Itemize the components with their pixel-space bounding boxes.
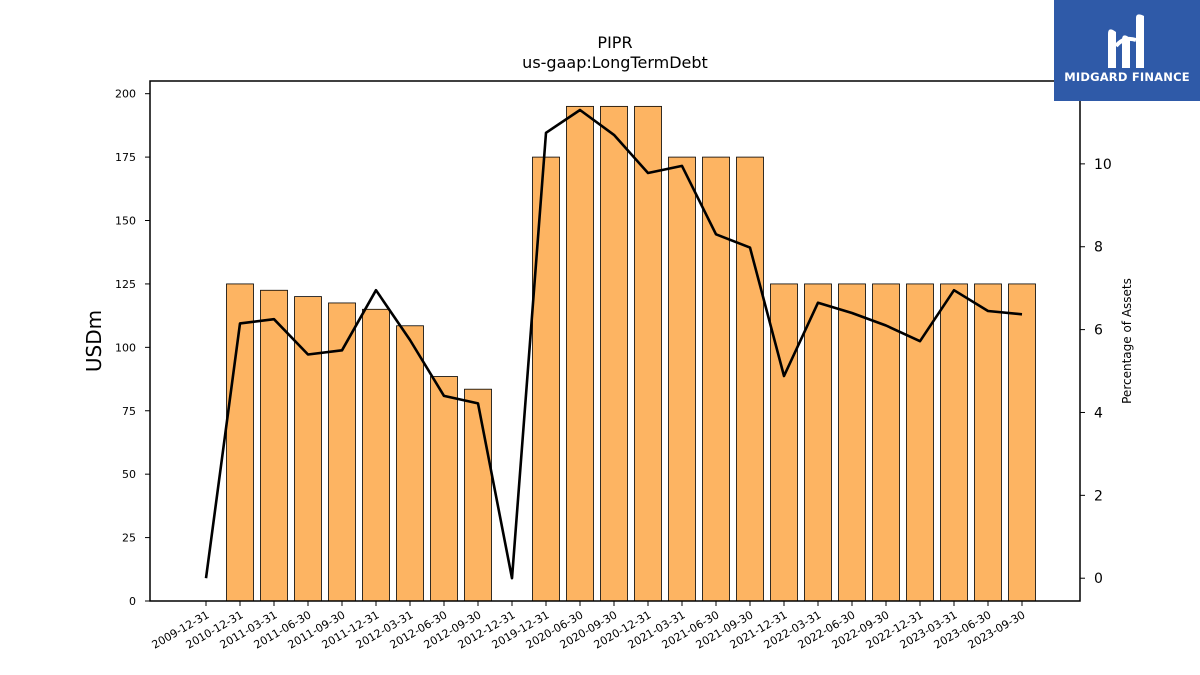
bar-2023-09-30 <box>1008 283 1036 602</box>
plot-frame <box>149 80 1081 602</box>
brand-logo: MIDGARD FINANCE <box>1054 0 1200 101</box>
bar-2022-06-30 <box>838 283 866 602</box>
percentage-line <box>204 108 1023 580</box>
y2-tick-label: 6 <box>1094 323 1103 339</box>
bar-2021-12-31 <box>770 283 798 602</box>
bar-2011-06-30 <box>294 296 322 602</box>
y-axis-label-left: USDm <box>82 310 106 372</box>
y2-tick-label: 10 <box>1094 157 1112 173</box>
line-layer <box>204 108 1023 580</box>
bar-2010-12-31 <box>226 283 254 602</box>
bar-2023-03-31 <box>940 283 968 602</box>
bar-2022-12-31 <box>906 283 934 602</box>
bar-2011-03-31 <box>260 289 288 602</box>
y-tick-label: 150 <box>115 215 136 228</box>
bar-2012-06-30 <box>430 376 458 602</box>
logo-text: MIDGARD FINANCE <box>1064 70 1190 84</box>
y2-tick-label: 4 <box>1094 405 1103 421</box>
y2-tick-label: 8 <box>1094 240 1103 256</box>
bar-2019-12-31 <box>532 156 560 602</box>
logo-mark-icon <box>1108 14 1144 68</box>
bar-2011-09-30 <box>328 302 356 602</box>
y-tick-label: 50 <box>122 468 136 481</box>
chart-subtitle: us-gaap:LongTermDebt <box>522 53 708 72</box>
bar-2022-09-30 <box>872 283 900 602</box>
bar-2011-12-31 <box>362 308 390 602</box>
chart-title: PIPR <box>597 33 632 52</box>
bar-2012-09-30 <box>464 388 492 602</box>
bar-2020-12-31 <box>634 105 662 602</box>
bar-2020-09-30 <box>600 105 628 602</box>
bar-2021-09-30 <box>736 156 764 602</box>
y-tick-label: 100 <box>115 341 136 354</box>
bar-2021-06-30 <box>702 156 730 602</box>
bar-2022-03-31 <box>804 283 832 602</box>
bar-2012-03-31 <box>396 325 424 602</box>
bar-2021-03-31 <box>668 156 696 602</box>
y-tick-label: 75 <box>122 405 136 418</box>
y-tick-label: 125 <box>115 278 136 291</box>
y2-tick-label: 0 <box>1094 571 1103 587</box>
bars-layer <box>226 105 1036 602</box>
y-tick-label: 25 <box>122 532 136 545</box>
y2-tick-label: 2 <box>1094 488 1103 504</box>
y-tick-label: 0 <box>129 595 136 608</box>
y-tick-label: 200 <box>115 88 136 101</box>
y-tick-label: 175 <box>115 151 136 164</box>
bar-2023-06-30 <box>974 283 1002 602</box>
bar-2020-06-30 <box>566 105 594 602</box>
y-axis-label-right: Percentage of Assets <box>1120 278 1134 404</box>
